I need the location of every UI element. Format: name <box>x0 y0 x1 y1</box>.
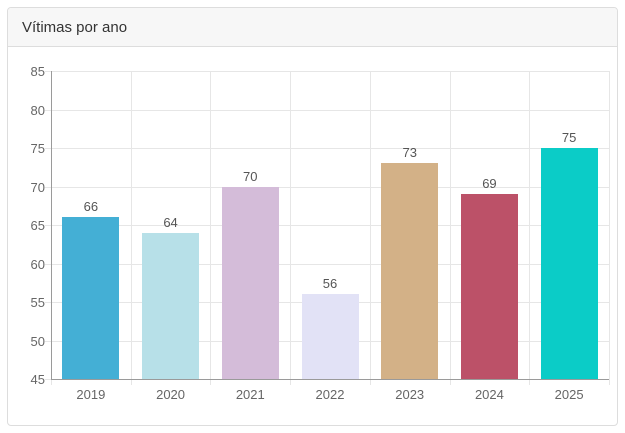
bar-2022[interactable] <box>301 294 359 379</box>
bar-value-label: 70 <box>243 168 258 184</box>
x-axis-line <box>51 379 609 380</box>
x-axis-tick-label: 2023 <box>395 387 425 402</box>
y-axis-line <box>51 71 52 379</box>
bar-value-label: 75 <box>561 130 577 145</box>
bar-2023[interactable] <box>381 163 439 379</box>
y-axis-tick-label: 65 <box>30 218 45 233</box>
x-axis-tick-label: 2021 <box>235 387 265 402</box>
y-gridline <box>45 186 609 188</box>
y-axis-tick-label: 70 <box>30 179 45 195</box>
x-axis-tick-label: 2025 <box>554 387 584 402</box>
y-axis-tick-label: 50 <box>30 333 45 349</box>
bar-chart: 85 80 75 70 65 60 55 50 45 66 2019 64 2020 70 2021 56 20… <box>8 47 617 425</box>
x-gridline <box>369 71 371 385</box>
y-axis-tick-label: 80 <box>30 102 45 118</box>
y-axis-tick-label: 75 <box>30 141 45 156</box>
x-axis-tick-label: 2022 <box>315 387 345 402</box>
bar-value-label: 69 <box>482 176 497 192</box>
bar-2020[interactable] <box>142 232 200 379</box>
bar-2025[interactable] <box>540 148 598 379</box>
x-gridline <box>449 71 451 385</box>
x-axis-tick-label: 2024 <box>474 387 504 402</box>
y-gridline <box>45 225 609 226</box>
x-axis-tick-label: 2020 <box>156 387 186 402</box>
x-gridline <box>210 71 212 385</box>
bar-2019[interactable] <box>62 217 120 379</box>
y-gridline <box>45 263 609 265</box>
y-axis-tick-label: 55 <box>30 295 45 310</box>
x-gridline <box>130 71 132 385</box>
x-axis-tick-label: 2019 <box>76 387 106 402</box>
panel-title: Vítimas por ano <box>22 19 128 36</box>
bar-value-label: 56 <box>322 276 338 292</box>
bar-value-label: 66 <box>83 199 99 215</box>
y-gridline <box>45 71 609 72</box>
panel-header: Vítimas por ano <box>8 8 617 47</box>
bar-2024[interactable] <box>460 194 518 379</box>
y-gridline <box>45 109 609 111</box>
x-gridline <box>609 71 610 385</box>
victims-panel: Vítimas por ano 85 80 75 70 65 60 55 50 45 66 2019… <box>7 7 618 426</box>
y-gridline <box>45 148 609 149</box>
bar-value-label: 64 <box>163 214 178 230</box>
bar-2021[interactable] <box>221 186 279 379</box>
x-gridline <box>529 71 531 385</box>
bar-value-label: 73 <box>402 145 417 161</box>
plot-area: 85 80 75 70 65 60 55 50 45 66 2019 64 2020 70 2021 56 20… <box>31 65 610 402</box>
y-axis-tick-label: 45 <box>30 372 45 387</box>
x-gridline <box>290 71 292 385</box>
y-axis-tick-label: 85 <box>30 64 45 79</box>
y-axis-tick-label: 60 <box>30 256 45 272</box>
